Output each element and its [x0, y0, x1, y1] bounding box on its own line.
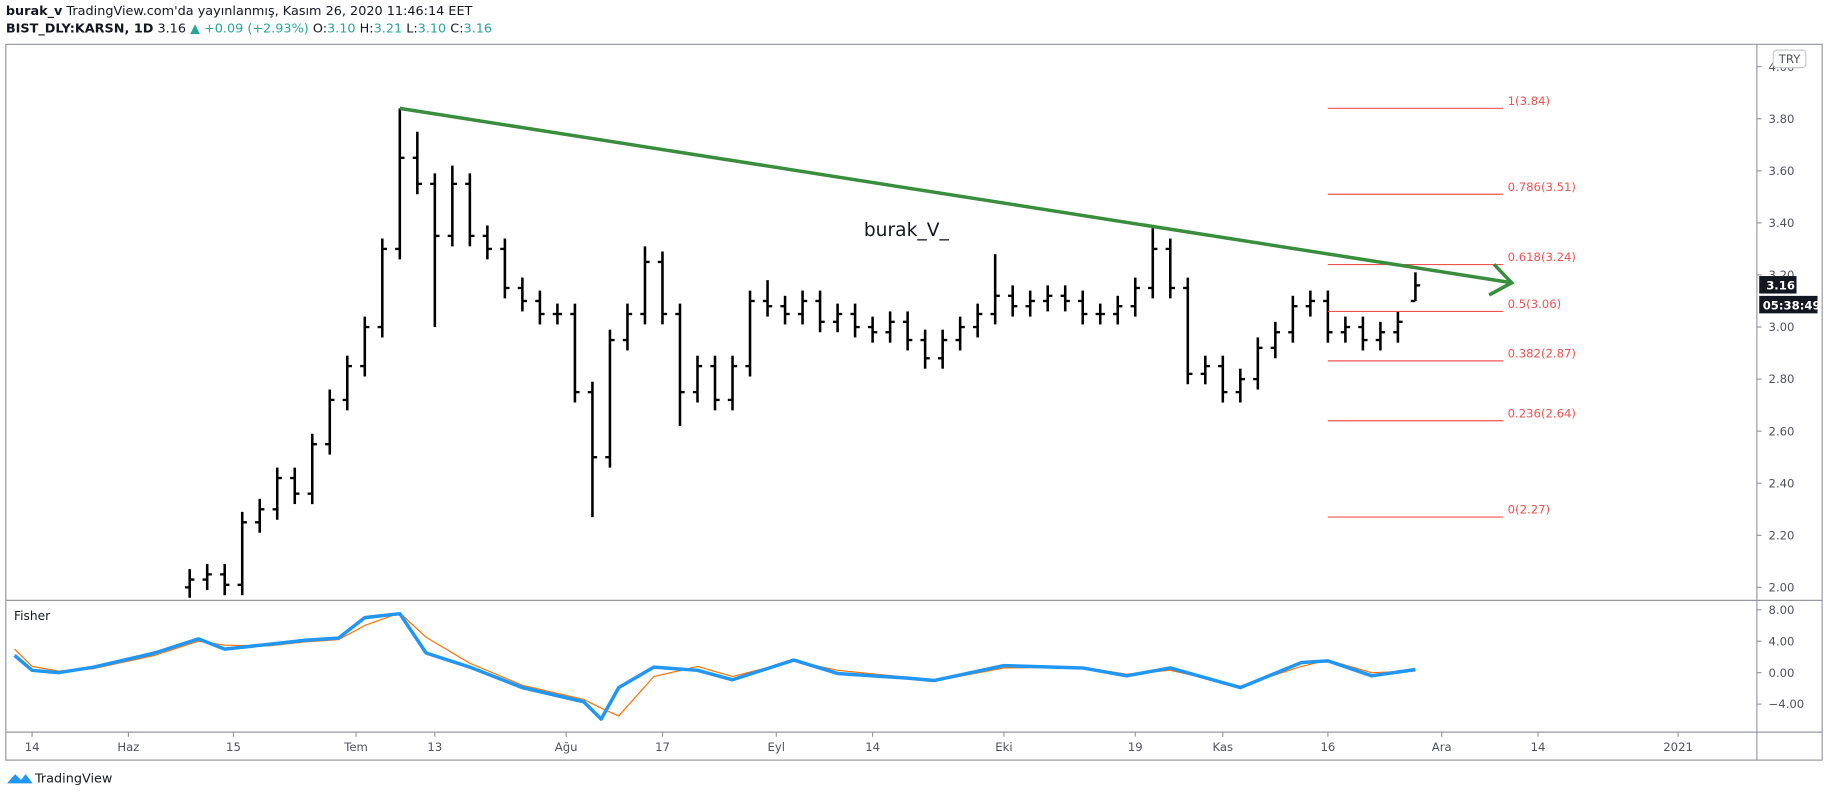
currency-box[interactable] [1772, 49, 1807, 69]
y-tick-label: 3.60 [1769, 164, 1795, 178]
brand: TradingView [34, 771, 112, 786]
h-label: H: [360, 22, 374, 37]
brand-logo [6, 774, 33, 784]
symbol: BIST_DLY:KARSN, 1D [6, 22, 154, 37]
y-tick-label: 2.60 [1769, 424, 1795, 438]
h-value: 3.21 [374, 22, 403, 37]
countdown: 05:38:49 [1763, 298, 1821, 312]
last: 3.16 [157, 22, 186, 37]
x-tick-label: 13 [427, 740, 442, 754]
x-tick-label: Eki [995, 740, 1012, 754]
x-tick-label: 17 [655, 740, 670, 754]
y-tick-label: 4.00 [1769, 634, 1795, 648]
y-tick-label: 2.40 [1769, 476, 1795, 490]
fisher-pane [13, 611, 1416, 721]
x-tick-label: Tem [343, 740, 368, 754]
y-tick-label: 0.00 [1769, 666, 1795, 680]
x-tick-label: 14 [25, 740, 40, 754]
c-label: C: [450, 22, 463, 37]
x-tick-label: 14 [865, 740, 880, 754]
annotation: burak_V_ [864, 220, 950, 241]
fib-label: 0.5(3.06) [1508, 297, 1562, 311]
header-line1: burak_v TradingView.com'da yayınlanmış, … [6, 4, 473, 19]
y-tick-label: 3.80 [1769, 112, 1795, 126]
l-value: 3.10 [418, 22, 447, 37]
x-tick-label: 19 [1128, 740, 1143, 754]
x-tick-label: Haz [117, 740, 139, 754]
fib-label: 0.382(2.87) [1508, 346, 1576, 360]
x-tick-label: 15 [226, 740, 241, 754]
y-tick-label: 2.20 [1769, 528, 1795, 542]
fib-label: 1(3.84) [1508, 94, 1550, 108]
x-tick-label: 16 [1320, 740, 1335, 754]
o-value: 3.10 [327, 22, 356, 37]
fisher-line [14, 612, 1416, 717]
price-pane: 1(3.84) 0.786(3.51) 0.618(3.24) 0.5(3.06) 0.… [185, 94, 1576, 598]
axes: 2.002.202.402.602.803.003.203.403.603.80… [25, 60, 1821, 754]
trend-arrowhead [1488, 263, 1515, 297]
x-tick-label: 2021 [1663, 740, 1693, 754]
x-tick-label: Ara [1432, 740, 1452, 754]
price-tag [1759, 276, 1797, 294]
countdown-tag [1759, 295, 1818, 314]
y-tick-label: 3.40 [1769, 216, 1795, 230]
l-label: L: [406, 22, 417, 37]
y-tick-label: 8.00 [1769, 603, 1795, 617]
fib-label: 0.786(3.51) [1508, 180, 1576, 194]
c-value: 3.16 [464, 22, 493, 37]
y-tick-label: 2.00 [1769, 580, 1795, 594]
y-tick-label: 2.80 [1769, 372, 1795, 386]
y-tick-label: −4.00 [1769, 697, 1805, 711]
x-tick-label: 14 [1531, 740, 1546, 754]
fib-label: 0(2.27) [1508, 503, 1550, 517]
change: ▲ +0.09 (+2.93%) [190, 22, 309, 37]
header-line2: BIST_DLY:KARSN, 1D 3.16 ▲ +0.09 (+2.93%)… [6, 22, 492, 37]
x-tick-label: Kas [1212, 740, 1233, 754]
frame [5, 43, 1823, 761]
x-tick-label: Ağu [555, 740, 578, 754]
o-label: O: [313, 22, 327, 37]
x-tick-label: Eyl [768, 740, 785, 754]
publish-info: TradingView.com'da yayınlanmış, Kasım 26… [65, 4, 472, 19]
y-tick-label: 3.00 [1769, 320, 1795, 334]
author: burak_v [6, 4, 63, 19]
fib-label: 0.618(3.24) [1508, 250, 1576, 264]
currency[interactable]: TRY [1778, 52, 1801, 66]
pane-title: Fisher [14, 609, 51, 623]
fisher-line [13, 611, 1416, 721]
price-tag-label: 3.16 [1766, 278, 1795, 292]
fib-label: 0.236(2.64) [1508, 406, 1576, 420]
trendline [399, 106, 1513, 285]
